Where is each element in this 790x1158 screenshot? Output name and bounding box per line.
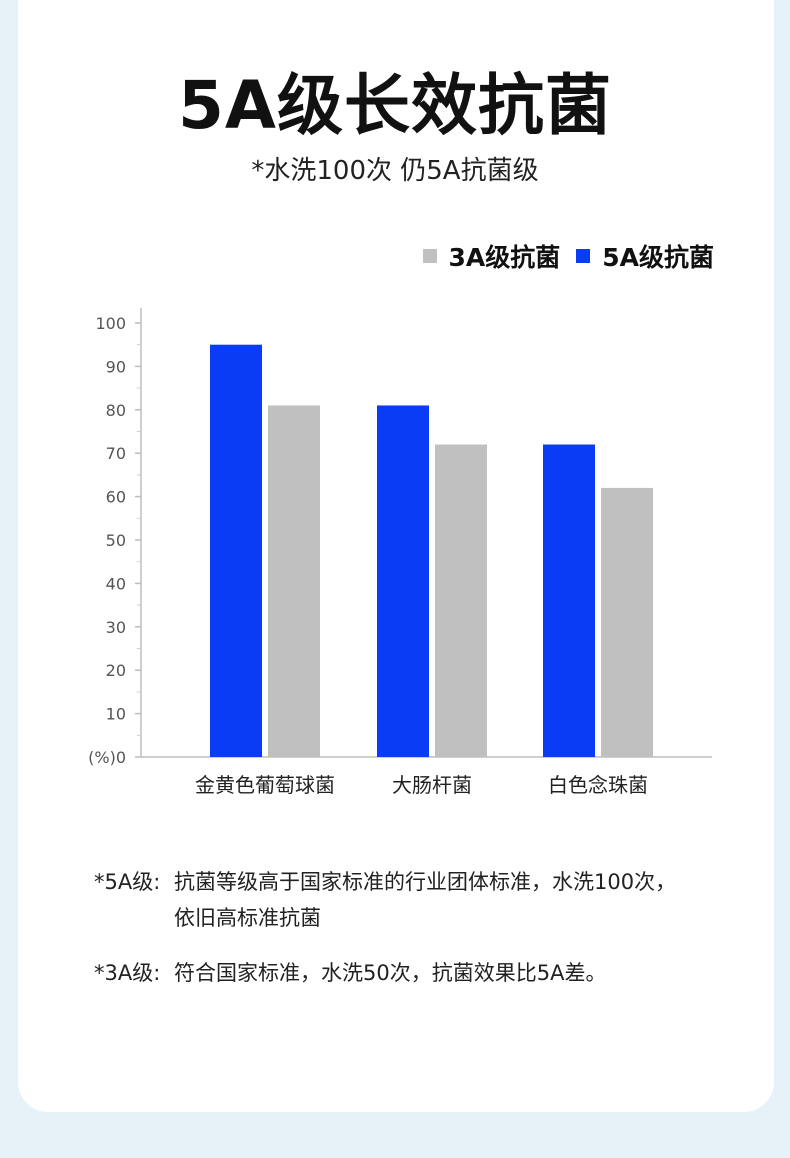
- y-tick-label: 90: [106, 357, 126, 376]
- bar-5a-2: [543, 444, 595, 757]
- bar-3a-1: [435, 444, 487, 757]
- bar-3a-0: [268, 405, 320, 757]
- legend-label-3a: 3A级抗菌: [448, 243, 561, 272]
- page-subtitle: *水洗100次 仍5A抗菌级: [251, 156, 539, 186]
- page-title: 5A级长效抗菌: [177, 67, 612, 144]
- x-category-label: 白色念珠菌: [548, 773, 648, 797]
- x-category-label: 大肠杆菌: [392, 773, 472, 797]
- note-3a-key: *3A级:: [94, 961, 161, 985]
- note-3a-line-1: 符合国家标准，水洗50次，抗菌效果比5A差。: [174, 961, 607, 985]
- y-tick-label: 40: [106, 574, 126, 593]
- y-tick-label: 80: [106, 401, 126, 420]
- y-tick-label: (%)0: [88, 748, 126, 767]
- y-tick-label: 60: [106, 488, 126, 507]
- chart-legend: 3A级抗菌 5A级抗菌: [407, 238, 714, 274]
- legend-swatch-5a: [576, 249, 591, 263]
- y-tick-label: 20: [106, 661, 126, 680]
- y-tick-label: 10: [106, 705, 126, 724]
- legend-label-5a: 5A级抗菌: [602, 243, 714, 272]
- y-tick-label: 30: [106, 618, 126, 637]
- x-category-label: 金黄色葡萄球菌: [195, 773, 335, 797]
- y-tick-label: 70: [106, 444, 126, 463]
- note-5a-line-1: 抗菌等级高于国家标准的行业团体标准，水洗100次，: [174, 870, 677, 894]
- y-tick-label: 50: [106, 531, 126, 550]
- y-tick-label: 100: [95, 314, 126, 333]
- bar-5a-0: [210, 344, 262, 757]
- note-5a: *5A级: 抗菌等级高于国家标准的行业团体标准，水洗100次， 依旧高标准抗菌: [94, 864, 676, 936]
- legend-swatch-3a: [422, 249, 437, 263]
- bar-3a-2: [601, 487, 653, 757]
- note-5a-key: *5A级:: [94, 870, 161, 894]
- legend-item-3a: 3A级抗菌: [422, 238, 561, 274]
- note-5a-line-2: 依旧高标准抗菌: [174, 906, 321, 930]
- note-3a: *3A级: 符合国家标准，水洗50次，抗菌效果比5A差。: [94, 955, 606, 991]
- bar-5a-1: [377, 405, 429, 757]
- legend-item-5a: 5A级抗菌: [576, 238, 714, 274]
